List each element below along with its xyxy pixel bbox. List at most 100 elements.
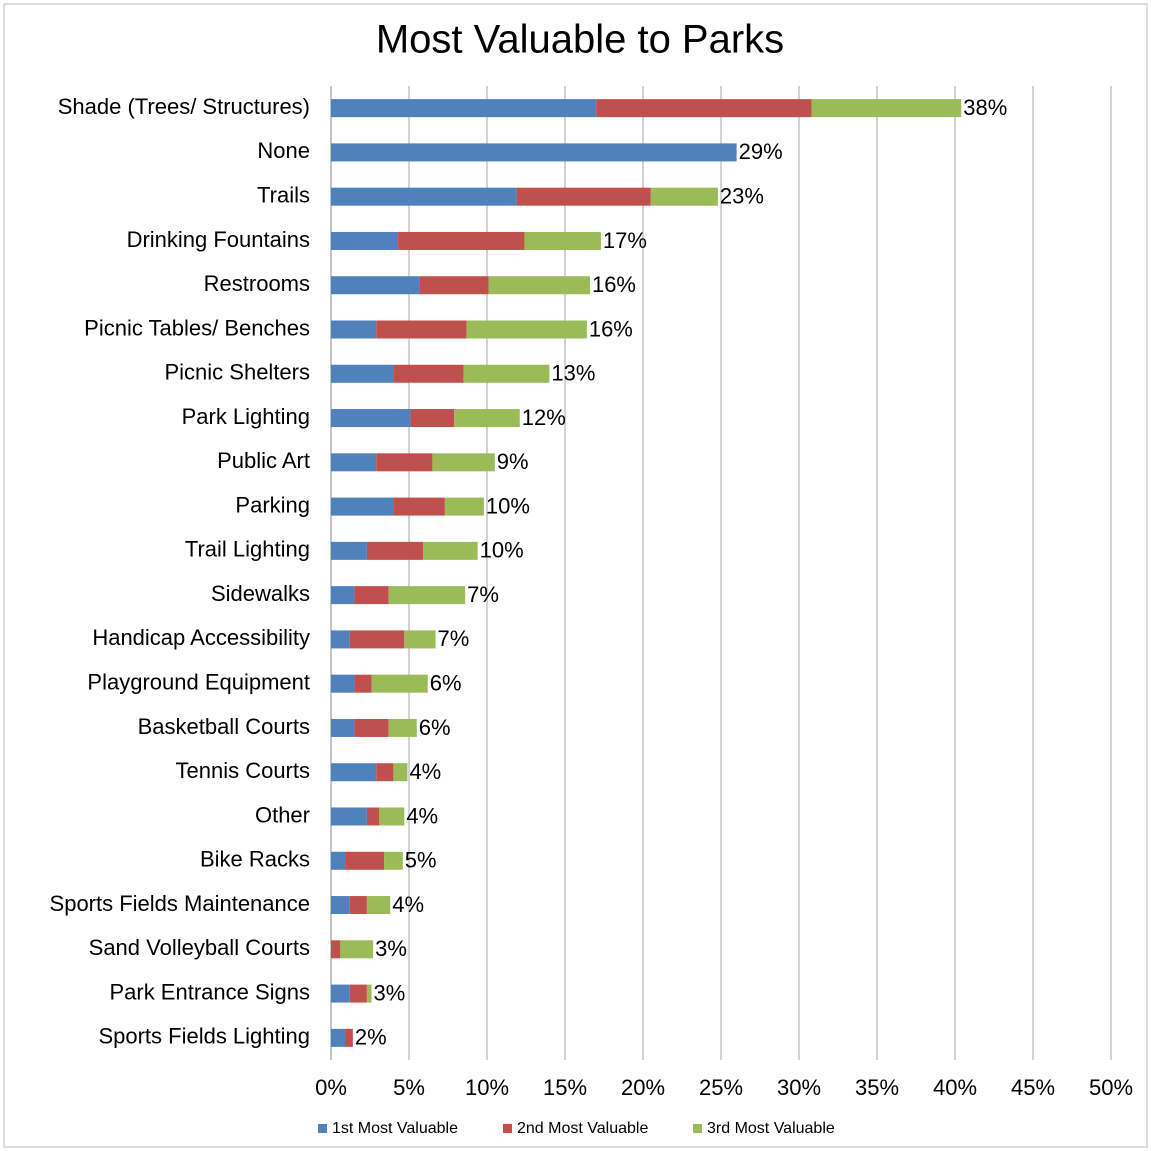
y-tick-label: Picnic Shelters	[164, 360, 310, 385]
bar-segment	[404, 630, 436, 649]
y-tick-label: Trail Lighting	[185, 537, 310, 562]
y-tick-label: Tennis Courts	[175, 758, 310, 783]
total-label: 7%	[438, 626, 470, 651]
bar-segment	[340, 940, 374, 959]
legend-label: 1st Most Valuable	[332, 1120, 458, 1137]
y-tick-label: Sand Volleyball Courts	[89, 935, 310, 960]
bar-segment	[423, 541, 478, 560]
bar-segment	[376, 453, 433, 472]
bar-segment	[331, 940, 341, 959]
bar-segment	[354, 674, 372, 693]
legend-swatch	[318, 1124, 327, 1133]
bar-segment	[331, 807, 367, 826]
total-label: 16%	[592, 272, 636, 297]
bar-segment	[331, 541, 367, 560]
bar-segment	[331, 409, 411, 428]
bar-segment	[379, 807, 405, 826]
bar-segment	[650, 187, 718, 206]
bar-segment	[331, 1028, 346, 1047]
y-tick-label: Sidewalks	[211, 581, 310, 606]
x-tick-label: 35%	[855, 1075, 899, 1100]
x-tick-label: 30%	[777, 1075, 821, 1100]
bar-segment	[331, 187, 517, 206]
bar-segment	[388, 586, 466, 605]
legend-swatch	[503, 1124, 512, 1133]
bar-segment	[331, 276, 420, 295]
total-label: 7%	[467, 582, 499, 607]
total-label: 23%	[720, 183, 764, 208]
y-tick-label: Sports Fields Lighting	[98, 1024, 310, 1049]
total-label: 4%	[406, 803, 438, 828]
total-label: 13%	[551, 361, 595, 386]
bar-segment	[376, 763, 394, 782]
bar-segment	[349, 630, 405, 649]
bar-segment	[331, 630, 350, 649]
y-tick-label: Other	[255, 802, 310, 827]
bar-segment	[366, 807, 380, 826]
bar-segment	[349, 896, 367, 915]
bar-segment	[596, 99, 812, 118]
bar-segment	[331, 674, 355, 693]
y-tick-label: Playground Equipment	[87, 669, 310, 694]
total-label: 2%	[355, 1025, 387, 1050]
bar-segment	[376, 320, 467, 339]
bar-segment	[410, 409, 455, 428]
total-label: 10%	[486, 493, 530, 518]
y-tick-label: Picnic Tables/ Benches	[84, 315, 310, 340]
y-tick-label: Handicap Accessibility	[92, 625, 310, 650]
x-tick-label: 40%	[933, 1075, 977, 1100]
bar-segment	[349, 984, 367, 1003]
bar-segment	[331, 851, 346, 870]
bar-segment	[388, 718, 417, 737]
bar-segment	[466, 320, 587, 339]
y-tick-label: Parking	[235, 492, 310, 517]
x-tick-label: 15%	[543, 1075, 587, 1100]
bar-segment	[393, 364, 464, 383]
x-tick-label: 25%	[699, 1075, 743, 1100]
bar-segment	[398, 231, 525, 250]
bar-segment	[393, 497, 445, 516]
bar-segment	[331, 99, 597, 118]
bar-segment	[384, 851, 403, 870]
bar-segment	[419, 276, 489, 295]
bar-segment	[393, 763, 408, 782]
bar-segment	[345, 1028, 353, 1047]
bar-segment	[354, 586, 389, 605]
x-tick-label: 5%	[393, 1075, 425, 1100]
bar-segment	[331, 896, 350, 915]
bar-segment	[371, 674, 428, 693]
bar-segment	[345, 851, 385, 870]
y-tick-label: Basketball Courts	[138, 714, 310, 739]
y-tick-label: Park Lighting	[182, 404, 310, 429]
bar-segment	[366, 541, 424, 560]
bar-segment	[366, 896, 391, 915]
y-tick-label: None	[257, 138, 310, 163]
bar-segment	[516, 187, 651, 206]
bar-segment	[331, 143, 737, 162]
bar-segment	[454, 409, 520, 428]
bar-segment	[331, 984, 350, 1003]
bar-segment	[331, 763, 377, 782]
total-label: 9%	[497, 449, 529, 474]
total-label: 12%	[522, 405, 566, 430]
total-label: 3%	[375, 936, 407, 961]
chart-title: Most Valuable to Parks	[376, 18, 784, 62]
total-label: 16%	[589, 316, 633, 341]
bar-segment	[811, 99, 962, 118]
bar-segment	[331, 586, 355, 605]
y-tick-label: Trails	[257, 182, 310, 207]
legend-label: 2nd Most Valuable	[517, 1120, 648, 1137]
bar-segment	[463, 364, 550, 383]
x-tick-label: 45%	[1011, 1075, 1055, 1100]
bar-segment	[488, 276, 590, 295]
y-tick-label: Park Entrance Signs	[109, 979, 310, 1004]
total-label: 4%	[409, 759, 441, 784]
total-label: 17%	[603, 228, 647, 253]
total-label: 4%	[392, 892, 424, 917]
bar-segment	[432, 453, 495, 472]
total-label: 38%	[963, 95, 1007, 120]
bar-segment	[331, 364, 394, 383]
y-tick-label: Restrooms	[204, 271, 310, 296]
legend-label: 3rd Most Valuable	[707, 1120, 835, 1137]
